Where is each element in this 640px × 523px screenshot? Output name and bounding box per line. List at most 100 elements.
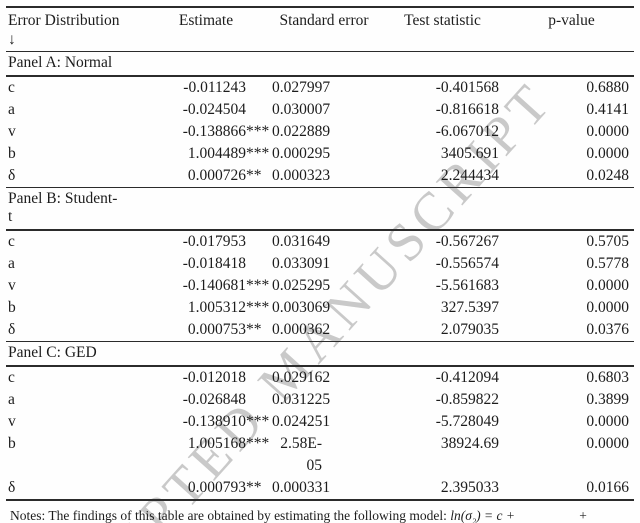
formula-plus: + — [575, 508, 588, 523]
notes-line-1: Notes: The findings of this table are ob… — [10, 505, 628, 523]
p-value: 0.5778 — [586, 255, 629, 272]
test-stat-value: 2.244434 — [440, 167, 499, 184]
estimate-cell: 0.000753** — [140, 319, 272, 342]
std-error-value: 0.033091 — [272, 255, 331, 272]
estimate-cell: 1.005168*** — [140, 433, 272, 477]
column-header-standard-error: Standard error — [272, 7, 376, 52]
estimate-cell: 0.000726** — [140, 165, 272, 188]
param-label: c — [8, 369, 15, 386]
results-table: Error Distribution ↓ Estimate Standard e… — [6, 6, 634, 501]
table-row: δ 0.000793** 0.000331 2.395033 0.0166 — [6, 477, 634, 500]
panel-c-title: Panel C: GED — [6, 341, 634, 367]
param-label: b — [8, 299, 16, 316]
panel-b-title: Panel B: Student- t — [6, 187, 634, 231]
std-error-value: 0.025295 — [272, 277, 331, 294]
p-value: 0.0000 — [586, 413, 629, 430]
estimate-value: 0.000793 — [187, 479, 246, 496]
p-value: 0.5705 — [586, 233, 629, 250]
table-notes: Notes: The findings of this table are ob… — [10, 505, 628, 523]
estimate-value: -0.024504 — [182, 101, 246, 118]
std-error-value: 0.024251 — [272, 413, 331, 430]
estimate-value: -0.011243 — [183, 79, 246, 96]
test-stat-value: -0.567267 — [435, 233, 499, 250]
estimate-cell: -0.138866*** — [140, 121, 272, 143]
estimate-value: 1.005312 — [187, 299, 246, 316]
param-label: v — [8, 123, 16, 140]
notes-intro: Notes: The findings of this table are ob… — [10, 508, 451, 523]
panel-c-title-row: Panel C: GED — [6, 341, 634, 367]
test-stat-value: -6.067012 — [435, 123, 499, 140]
test-stat-value: 2.395033 — [440, 479, 499, 496]
estimate-cell: -0.140681*** — [140, 275, 272, 297]
p-value: 0.0000 — [586, 145, 629, 162]
significance-stars: *** — [246, 123, 270, 140]
param-label: a — [8, 255, 15, 272]
estimate-cell: -0.011243 — [140, 76, 272, 99]
std-error-value: 0.003069 — [272, 299, 331, 316]
table-row: v -0.138866*** 0.022889 -6.067012 0.0000 — [6, 121, 634, 143]
std-error-value: 0.000295 — [272, 145, 331, 162]
param-label: b — [8, 435, 16, 452]
estimate-cell: 0.000793** — [140, 477, 272, 500]
test-stat-value: 327.5397 — [440, 299, 499, 316]
estimate-value: -0.017953 — [182, 233, 246, 250]
param-label: c — [8, 79, 15, 96]
estimate-cell: -0.024504 — [140, 99, 272, 121]
param-label: c — [8, 233, 15, 250]
std-error-value: 0.027997 — [272, 79, 331, 96]
p-value: 0.0000 — [586, 123, 629, 140]
formula-equals: ) = c + — [476, 508, 519, 523]
p-value: 0.0248 — [586, 167, 629, 184]
test-stat-value: -5.561683 — [435, 277, 499, 294]
table-row: b 1.004489*** 0.000295 3405.691 0.0000 — [6, 143, 634, 165]
estimate-cell: -0.138910*** — [140, 411, 272, 433]
table-row: a -0.024504 0.030007 -0.816618 0.4141 — [6, 99, 634, 121]
param-label: δ — [8, 321, 16, 338]
estimate-cell: 1.004489*** — [140, 143, 272, 165]
estimate-value: -0.018418 — [182, 255, 246, 272]
estimate-value: -0.140681 — [182, 277, 246, 294]
significance-stars: ** — [246, 479, 262, 496]
significance-stars: ** — [246, 321, 262, 338]
std-error-value: 0.031649 — [272, 233, 331, 250]
model-formula: ln(σ2t) = c + a|εt−1|+vεt−1σt−1 + — [450, 508, 587, 523]
estimate-value: -0.012018 — [182, 369, 246, 386]
p-value: 0.6880 — [586, 79, 629, 96]
test-stat-value: -0.816618 — [435, 101, 499, 118]
table-row: δ 0.000753** 0.000362 2.079035 0.0376 — [6, 319, 634, 342]
estimate-value: 1.005168 — [187, 435, 246, 452]
test-stat-value: 3405.691 — [440, 145, 499, 162]
p-value: 0.0376 — [586, 321, 629, 338]
table-row: a -0.026848 0.031225 -0.859822 0.3899 — [6, 389, 634, 411]
p-value: 0.0000 — [586, 299, 629, 316]
param-label: a — [8, 391, 15, 408]
table-row: v -0.138910*** 0.024251 -5.728049 0.0000 — [6, 411, 634, 433]
panel-a-title-row: Panel A: Normal — [6, 51, 634, 77]
test-stat-value: -5.728049 — [435, 413, 499, 430]
column-header-p-value: p-value — [509, 7, 634, 52]
test-stat-value: 2.079035 — [440, 321, 499, 338]
estimate-cell: 1.005312*** — [140, 297, 272, 319]
p-value: 0.4141 — [586, 101, 629, 118]
p-value: 0.0166 — [586, 479, 629, 496]
std-error-value: 0.029162 — [272, 369, 331, 386]
test-stat-value: -0.412094 — [435, 369, 499, 386]
header-col1-line1: Error Distribution — [8, 12, 120, 29]
panel-b-title-line1: Panel B: Student- — [8, 190, 118, 207]
down-arrow-icon: ↓ — [8, 31, 16, 48]
formula-lhs: ln(σ — [450, 508, 472, 523]
std-error-value: 0.000331 — [272, 479, 331, 496]
table-row: c -0.011243 0.027997 -0.401568 0.6880 — [6, 76, 634, 99]
estimate-cell: -0.017953 — [140, 230, 272, 253]
estimate-cell: -0.018418 — [140, 253, 272, 275]
panel-a-title: Panel A: Normal — [6, 51, 634, 77]
table-row: δ 0.000726** 0.000323 2.244434 0.0248 — [6, 165, 634, 188]
column-header-test-statistic: Test statistic — [376, 7, 509, 52]
significance-stars: ** — [246, 167, 262, 184]
p-value: 0.0000 — [586, 277, 629, 294]
param-label: v — [8, 413, 16, 430]
column-header-estimate: Estimate — [140, 7, 272, 52]
std-error-value: 2.58E-05 — [280, 435, 322, 474]
panel-b-title-line2: t — [8, 208, 13, 225]
std-error-value: 0.000323 — [272, 167, 331, 184]
